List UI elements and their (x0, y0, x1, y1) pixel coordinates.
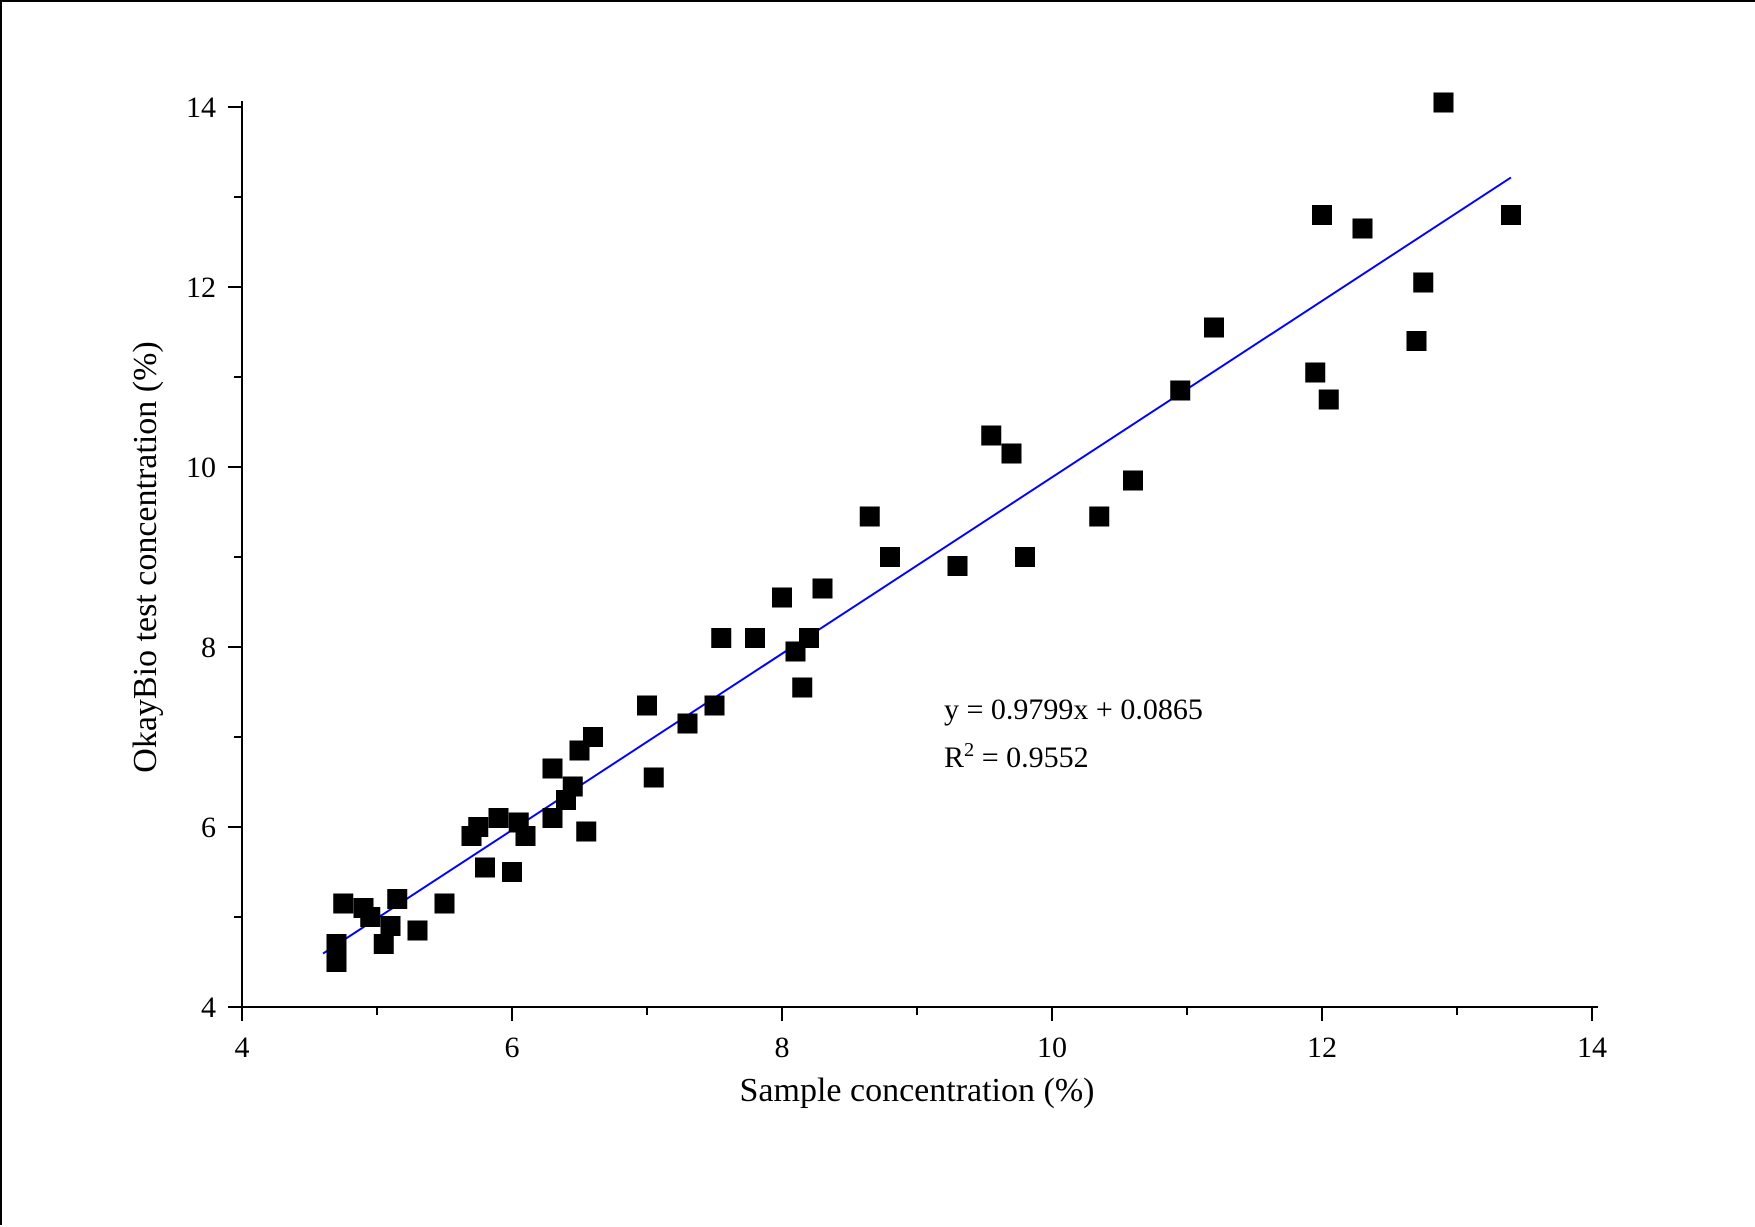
scatter-plot: 4 6 8 10 12 14 4 6 8 10 12 14 Sample concentration (… (2, 2, 1755, 1227)
data-point (1204, 318, 1224, 338)
data-point (381, 916, 401, 936)
data-point (543, 808, 563, 828)
r-squared-label: R2 = 0.9552 (944, 739, 1089, 774)
data-point (1123, 471, 1143, 491)
data-point (502, 862, 522, 882)
x-tick-label: 10 (1037, 1031, 1067, 1064)
y-axis-label: OkayBio test concentration (%) (127, 341, 164, 772)
data-point (374, 934, 394, 954)
y-tick-label: 10 (186, 451, 216, 484)
data-point (981, 426, 1001, 446)
data-point (327, 952, 347, 972)
data-point (1407, 331, 1427, 351)
y-tick-label: 6 (201, 811, 216, 844)
data-point (1413, 273, 1433, 293)
data-point (637, 696, 657, 716)
data-point (705, 696, 725, 716)
data-point (489, 808, 509, 828)
data-point (1319, 390, 1339, 410)
data-point (1305, 363, 1325, 383)
y-tick-label: 14 (186, 91, 216, 124)
x-tick-label: 14 (1577, 1031, 1607, 1064)
regression-line (323, 177, 1511, 953)
x-tick-label: 6 (505, 1031, 520, 1064)
data-point (948, 556, 968, 576)
data-point (1353, 219, 1373, 239)
data-point (435, 894, 455, 914)
data-point (543, 759, 563, 779)
regression-equation: y = 0.9799x + 0.0865 (944, 693, 1203, 726)
data-point (387, 889, 407, 909)
data-point (327, 934, 347, 954)
x-tick-label: 4 (235, 1031, 250, 1064)
x-tick-label: 8 (775, 1031, 790, 1064)
data-point (576, 822, 596, 842)
data-point (745, 628, 765, 648)
data-point (792, 678, 812, 698)
data-point (813, 579, 833, 599)
y-tick-label: 4 (201, 991, 216, 1024)
data-point (772, 588, 792, 608)
data-point (1312, 205, 1332, 225)
data-point (1089, 507, 1109, 527)
x-tick-label: 12 (1307, 1031, 1337, 1064)
data-point (1015, 547, 1035, 567)
data-point (1170, 381, 1190, 401)
data-point (516, 826, 536, 846)
data-point (711, 628, 731, 648)
data-point (678, 714, 698, 734)
x-axis-label: Sample concentration (%) (740, 1072, 1095, 1109)
data-point (799, 628, 819, 648)
y-tick-label: 8 (201, 631, 216, 664)
data-point (360, 907, 380, 927)
data-point (468, 817, 488, 837)
chart-frame: Comparison analysis 468101214468101214Sa… (0, 0, 1755, 1225)
data-point (583, 727, 603, 747)
data-point (644, 768, 664, 788)
data-point (475, 858, 495, 878)
data-point (1434, 93, 1454, 113)
data-point (880, 547, 900, 567)
data-point (333, 894, 353, 914)
data-point (563, 777, 583, 797)
data-point (408, 921, 428, 941)
data-point (1501, 205, 1521, 225)
data-point (860, 507, 880, 527)
data-point (1002, 444, 1022, 464)
y-tick-label: 12 (186, 271, 216, 304)
